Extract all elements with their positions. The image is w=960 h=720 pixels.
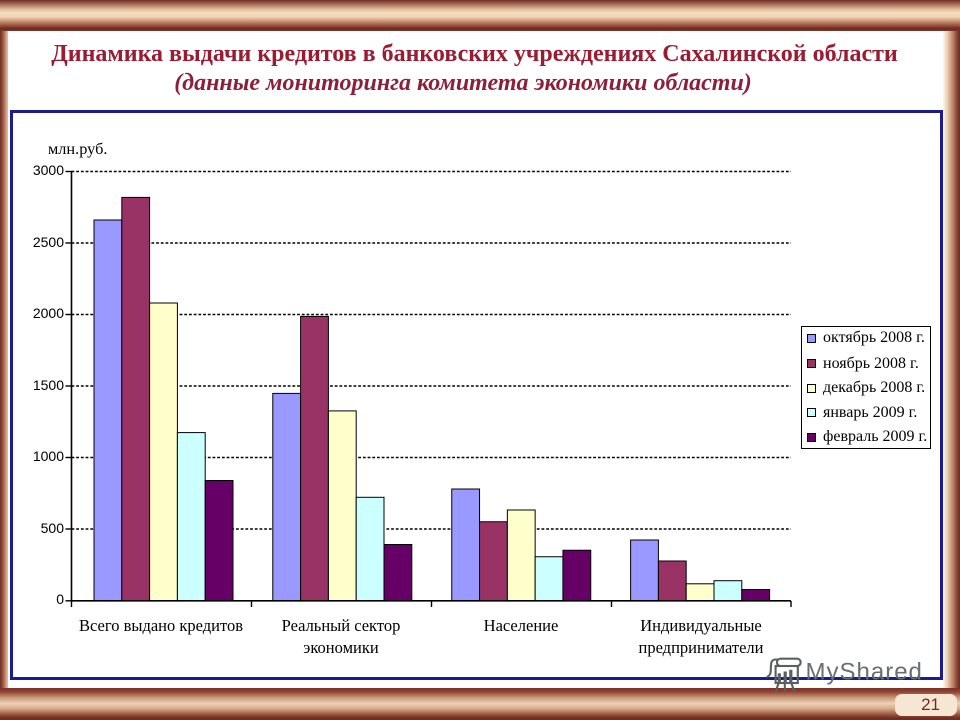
svg-text:MyShared: MyShared <box>806 659 923 686</box>
